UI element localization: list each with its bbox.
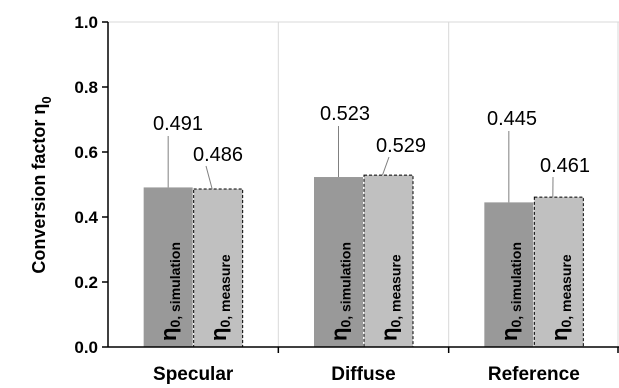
y-tick-label: 0.8 <box>74 78 98 97</box>
bar <box>484 202 534 347</box>
bar-series-label: η0, simulation <box>156 242 183 341</box>
axes <box>102 21 619 353</box>
leader-line <box>382 156 390 176</box>
label-leader-lines <box>167 126 554 203</box>
data-label: 0.461 <box>540 155 590 177</box>
bar-series-label: η0, simulation <box>327 242 354 341</box>
bar <box>193 188 244 348</box>
y-tick-label: 0.4 <box>74 208 98 227</box>
x-tick-label: Diffuse <box>331 364 395 385</box>
bar <box>143 187 193 347</box>
y-axis-label: Conversion factor η0 <box>29 96 54 273</box>
bar-series-label: η0, measure <box>547 254 574 341</box>
data-label: 0.491 <box>153 113 203 135</box>
x-tick-label: Reference <box>488 364 580 385</box>
bar <box>314 177 363 347</box>
leader-line <box>205 165 213 190</box>
bars <box>143 174 584 348</box>
bar <box>363 174 414 348</box>
labels: 0.0 0.2 0.4 0.6 0.8 1.0 Specular Diffuse Referen… <box>74 13 590 385</box>
data-label: 0.445 <box>487 108 537 130</box>
data-label: 0.523 <box>320 103 370 125</box>
grid-lines <box>108 21 619 347</box>
y-tick-label: 0.6 <box>74 143 98 162</box>
bar-series-label: η0, simulation <box>497 242 524 341</box>
bar-series-label: η0, measure <box>206 254 233 341</box>
bar <box>533 196 584 348</box>
y-tick-label: 1.0 <box>74 13 98 32</box>
y-tick-label: 0.0 <box>74 338 98 357</box>
bar-series-label: η0, measure <box>377 254 404 341</box>
y-tick-label: 0.2 <box>74 273 98 292</box>
x-tick-label: Specular <box>153 364 234 385</box>
data-label: 0.529 <box>376 135 426 157</box>
data-label: 0.486 <box>193 144 243 166</box>
